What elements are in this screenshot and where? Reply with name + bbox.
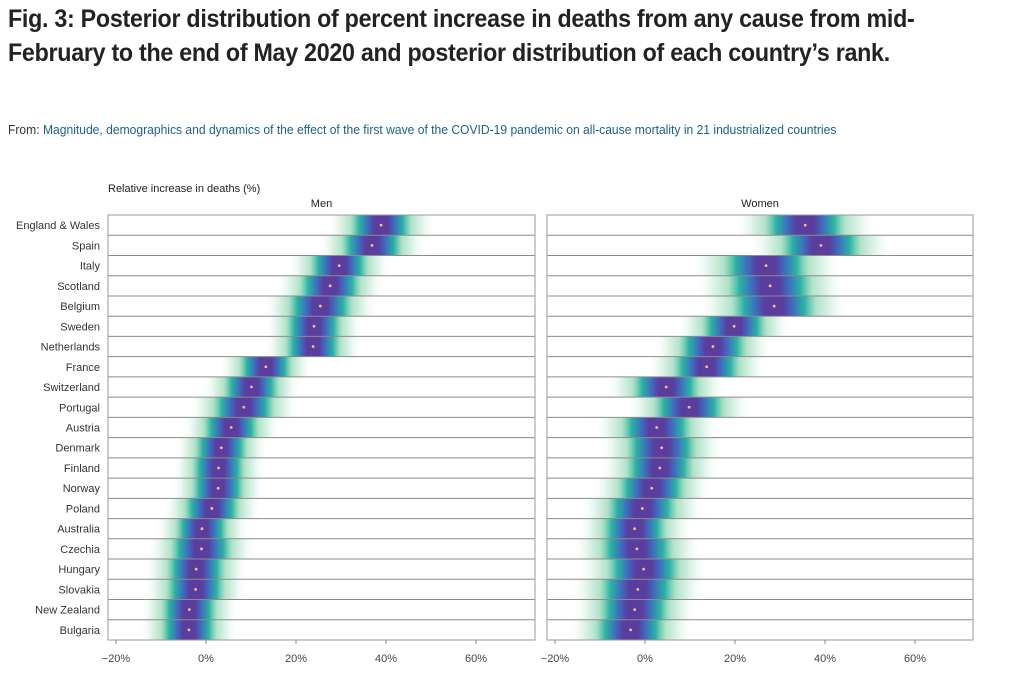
- row-label: Switzerland: [43, 382, 100, 394]
- row-label: Bulgaria: [60, 625, 101, 637]
- median-point: [200, 527, 204, 531]
- median-point: [210, 507, 214, 510]
- row-label: Sweden: [60, 321, 100, 333]
- median-point: [768, 284, 772, 288]
- median-point: [642, 567, 646, 571]
- x-tick-label: 60%: [465, 653, 487, 665]
- panel-frame: [107, 214, 536, 641]
- panel-women: Women −20% 0% 20% 40% 60%: [541, 198, 974, 665]
- source-article-link[interactable]: Magnitude, demographics and dynamics of …: [42, 122, 837, 137]
- median-point: [187, 628, 191, 632]
- x-tick-label: 20%: [285, 653, 307, 665]
- median-point: [711, 345, 715, 348]
- panel-title: Women: [741, 198, 779, 210]
- median-point: [764, 264, 768, 267]
- x-tick-label: 20%: [724, 653, 746, 665]
- panel-frame: [546, 214, 974, 641]
- x-tick-label: −20%: [541, 653, 570, 665]
- x-tick-label: 40%: [814, 653, 836, 665]
- median-point: [664, 385, 668, 389]
- row-label: Denmark: [55, 443, 100, 455]
- x-tick-label: 0%: [637, 653, 653, 665]
- row-label: Scotland: [57, 281, 100, 293]
- row-label: Australia: [57, 524, 101, 536]
- source-line: From: Magnitude, demographics and dynami…: [8, 118, 947, 142]
- median-point: [318, 304, 322, 308]
- median-point: [819, 243, 823, 247]
- density-bands: [567, 215, 893, 640]
- median-point: [216, 486, 220, 490]
- row-label: Finland: [64, 463, 100, 475]
- median-point: [370, 243, 374, 247]
- row-label: Poland: [66, 503, 100, 515]
- row-label: Belgium: [60, 301, 100, 313]
- row-label: Netherlands: [41, 342, 101, 354]
- panel-men: Men −20% 0% 20% 40% 60%: [102, 198, 536, 665]
- median-point: [705, 365, 709, 369]
- median-point: [640, 507, 644, 510]
- median-point: [803, 223, 807, 227]
- median-point: [312, 324, 316, 328]
- median-point: [650, 486, 654, 490]
- median-point: [629, 628, 632, 632]
- median-point: [732, 324, 736, 328]
- median-point: [229, 426, 233, 429]
- median-point: [187, 608, 191, 612]
- row-label: Spain: [72, 240, 100, 252]
- figure-title: Fig. 3: Posterior distribution of percen…: [8, 5, 915, 67]
- median-point: [328, 284, 332, 288]
- row-label: Portugal: [59, 402, 100, 414]
- median-point: [772, 304, 776, 308]
- median-point: [655, 426, 659, 429]
- from-label: From:: [8, 122, 40, 137]
- median-point: [219, 446, 223, 450]
- median-point: [200, 547, 203, 551]
- x-tick-label: 0%: [198, 653, 214, 665]
- median-point: [217, 466, 221, 470]
- median-point: [264, 365, 268, 369]
- row-label: Czechia: [60, 544, 101, 556]
- x-tick-label: 60%: [904, 653, 926, 665]
- median-point: [250, 385, 253, 389]
- x-tick-label: 40%: [375, 653, 397, 665]
- row-label: New Zealand: [35, 605, 100, 617]
- median-point: [194, 588, 198, 591]
- row-label: Norway: [63, 483, 101, 495]
- x-tick-label: −20%: [102, 653, 131, 665]
- median-point: [660, 446, 664, 450]
- panel-title: Men: [311, 198, 332, 210]
- row-label: England & Wales: [16, 220, 100, 232]
- median-point: [633, 608, 637, 612]
- row-labels: England & Wales Spain Italy Scotland Belgium…: [16, 220, 101, 637]
- median-point: [658, 466, 662, 470]
- axis-title: Relative increase in deaths (%): [108, 183, 260, 195]
- median-point: [194, 567, 198, 571]
- row-label: Slovakia: [58, 584, 100, 596]
- row-label: Italy: [80, 261, 101, 273]
- median-point: [311, 345, 315, 348]
- panels: Men −20% 0% 20% 40% 60% Women −20% 0% 20% 40% 60%: [102, 198, 974, 665]
- median-point: [379, 223, 383, 227]
- row-label: Austria: [66, 423, 101, 435]
- median-point: [633, 527, 637, 531]
- median-point: [242, 405, 246, 409]
- density-bands: [139, 215, 436, 640]
- row-label: Hungary: [58, 564, 100, 576]
- row-label: France: [66, 362, 100, 374]
- median-point: [636, 588, 640, 591]
- median-point: [687, 405, 691, 409]
- median-point: [337, 264, 341, 267]
- median-point: [635, 547, 639, 551]
